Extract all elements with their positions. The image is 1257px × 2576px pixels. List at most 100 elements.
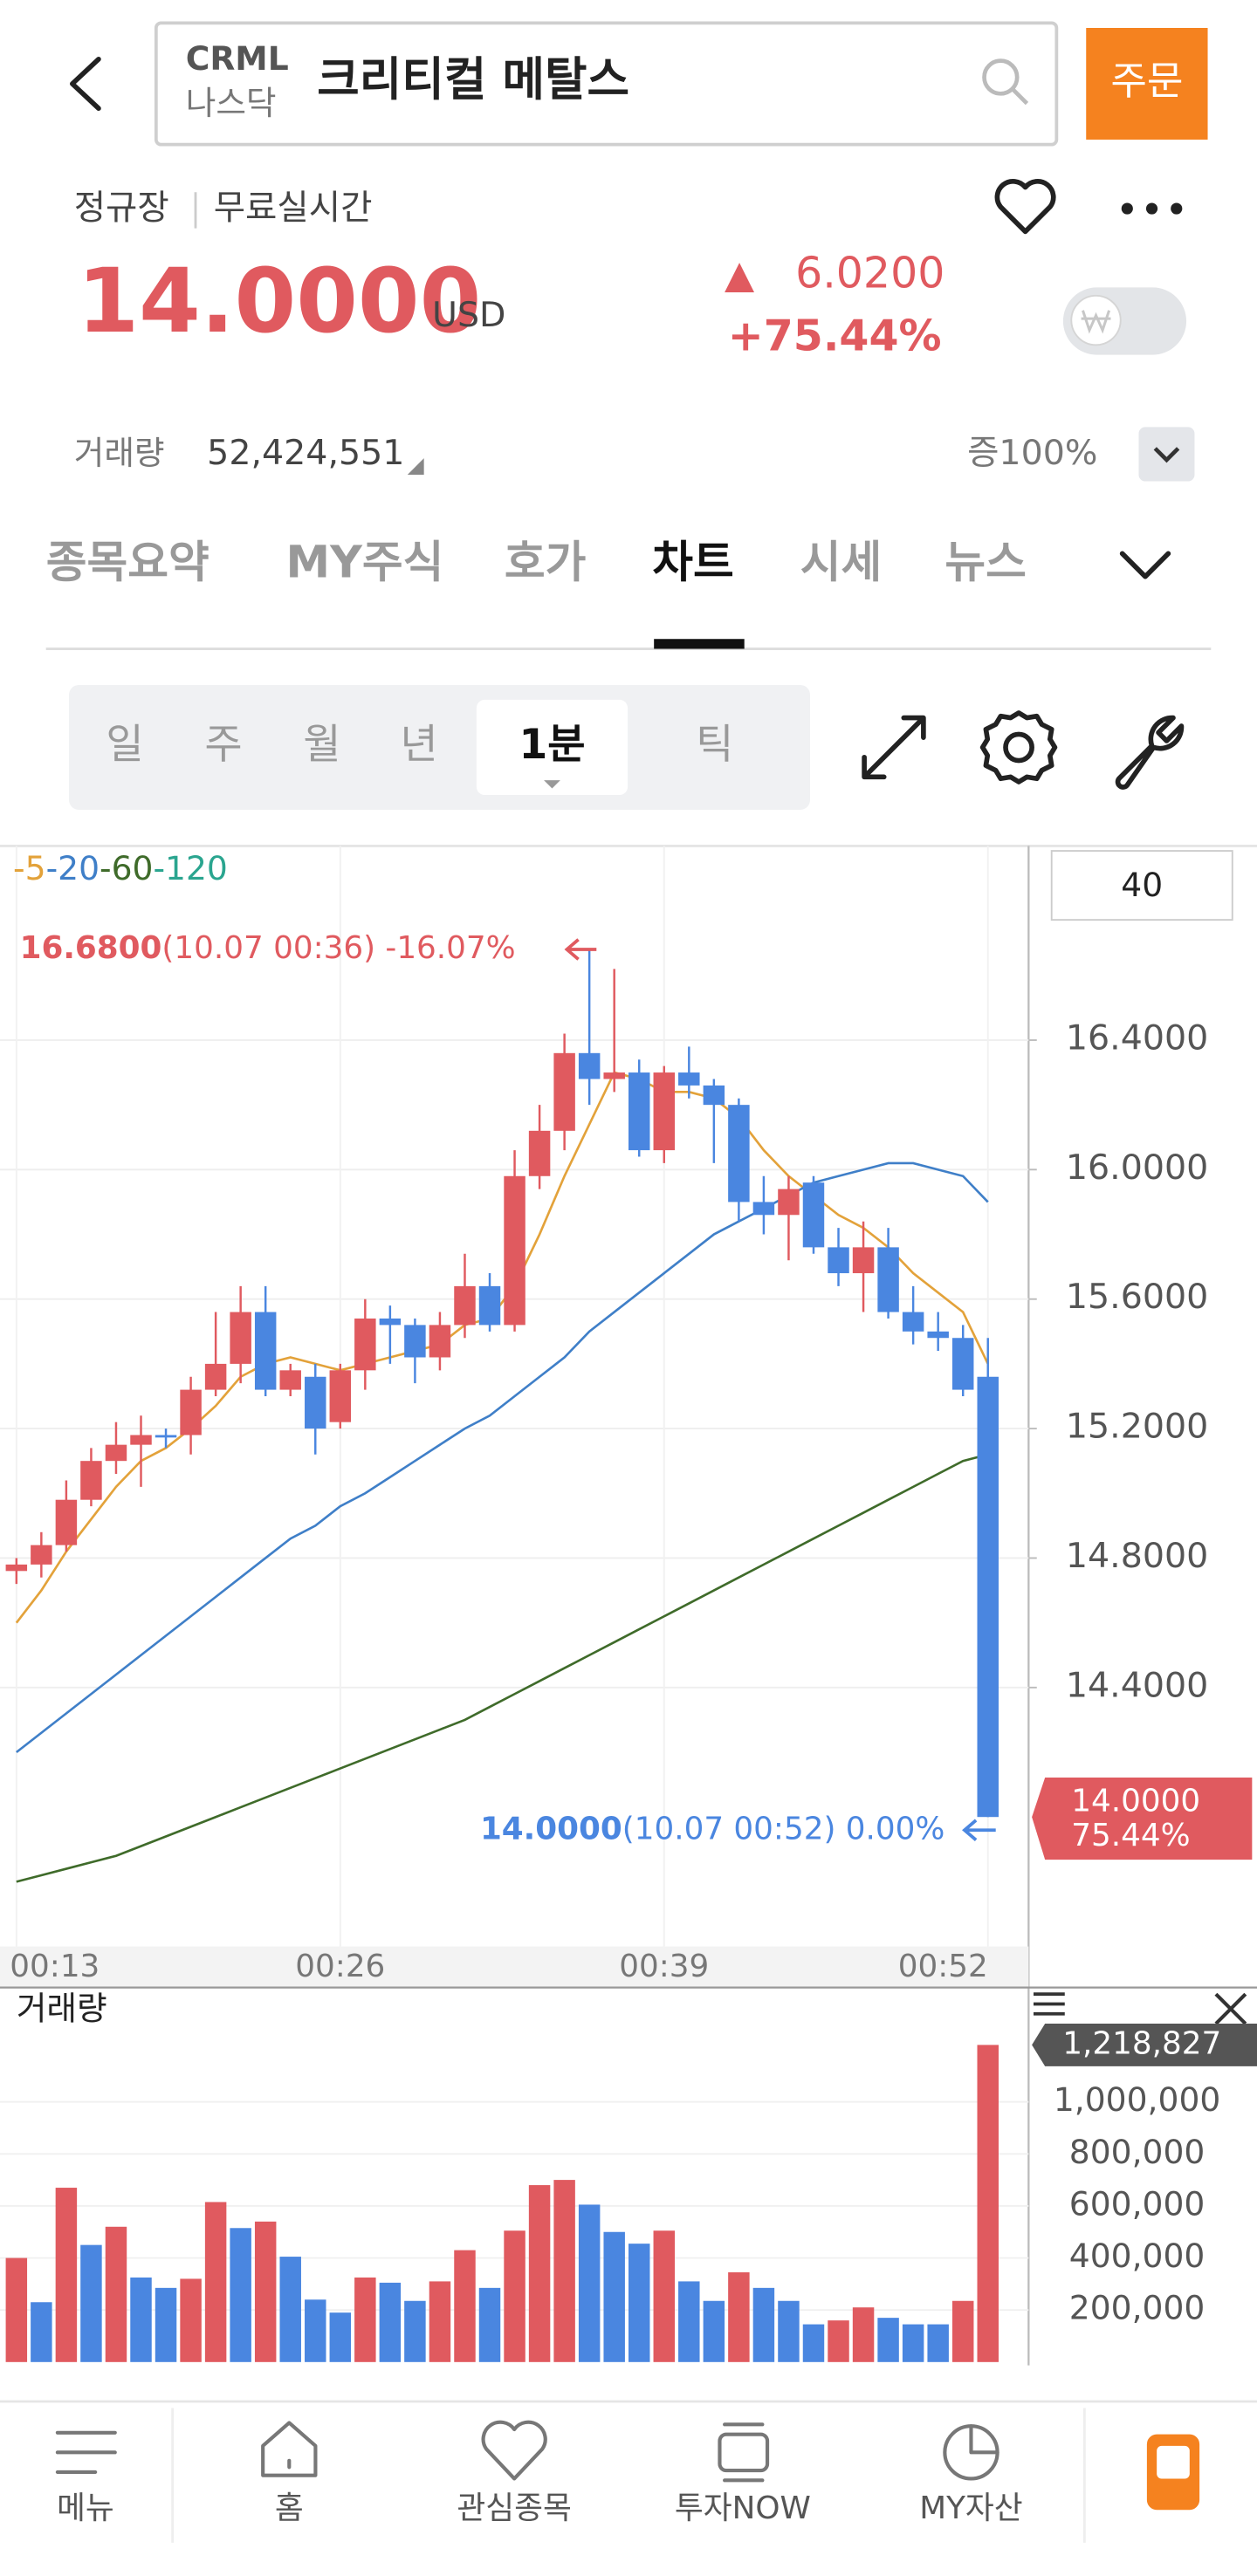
more-button[interactable] (1121, 202, 1183, 215)
volume-menu[interactable] (1034, 1992, 1065, 2016)
nav-label[interactable]: 투자NOW (675, 2490, 811, 2526)
candle-body (254, 1312, 277, 1390)
volume-bar (578, 2204, 601, 2362)
last-price: 14.0000 (480, 1811, 622, 1846)
change-pct: +75.44% (728, 311, 942, 360)
toggle-knob[interactable] (1070, 294, 1122, 346)
nav-label[interactable]: 홈 (275, 2490, 304, 2526)
volume-bar (155, 2287, 177, 2362)
period-tab[interactable]: 1분 (519, 721, 585, 769)
candle-body (852, 1247, 875, 1274)
candle-body (728, 1105, 750, 1202)
back-button[interactable] (70, 56, 101, 112)
search-box[interactable] (154, 21, 1059, 147)
volume-close[interactable] (1214, 1992, 1247, 2025)
time-axis-band (0, 1946, 1029, 1988)
candle-body (329, 1370, 352, 1422)
candle-body (828, 1247, 849, 1274)
max-arrow (564, 938, 597, 961)
candle-body (429, 1325, 451, 1358)
candle-body (951, 1338, 974, 1390)
fullscreen-button[interactable] (862, 715, 926, 780)
badge-text: 14.0000 (1071, 1783, 1200, 1819)
nav-label[interactable]: 관심종목 (457, 2490, 572, 2526)
visible-count-box[interactable] (1050, 850, 1233, 921)
last-arrow (962, 1819, 996, 1842)
volume-bar (130, 2277, 152, 2362)
tab[interactable]: 종목요약 (46, 537, 210, 588)
up-arrow (725, 263, 754, 293)
moving-average-line (15, 1071, 989, 1624)
x-tick-label: 00:13 (10, 1949, 100, 1984)
search-icon[interactable] (982, 58, 1029, 106)
period-tab[interactable]: 주 (204, 721, 242, 769)
nav-label[interactable]: MY자산 (919, 2490, 1022, 2526)
period-tab[interactable]: 년 (400, 721, 437, 769)
order-button[interactable] (1086, 28, 1208, 140)
candle-body (603, 1072, 625, 1079)
last-detail: (10.07 00:52) 0.00% (622, 1811, 945, 1846)
volume-bar (703, 2300, 725, 2362)
nav-label[interactable]: 메뉴 (57, 2490, 114, 2526)
legend-entry: -60 (100, 849, 153, 887)
volume-bar (877, 2318, 899, 2362)
stock-name: 크리티컬 메탈스 (317, 53, 629, 106)
tabs-more[interactable] (1119, 551, 1171, 579)
expand-quote[interactable] (1138, 427, 1195, 482)
home-icon[interactable] (261, 2421, 318, 2477)
symbol: CRML (186, 39, 289, 78)
volume-bar (478, 2287, 501, 2362)
volume-badge (1032, 2023, 1257, 2066)
candle-body (354, 1318, 376, 1371)
feed: 무료실시간 (214, 188, 373, 228)
volume-bar (55, 2188, 78, 2362)
chevron (1153, 447, 1180, 463)
period-tab[interactable]: 틱 (696, 721, 733, 769)
volume-bar (603, 2231, 625, 2362)
volume-bar (728, 2271, 750, 2362)
candle-body (678, 1072, 700, 1086)
candle-body (504, 1175, 525, 1326)
candle-body (802, 1182, 825, 1248)
watchlist-icon[interactable] (481, 2420, 547, 2481)
candle-body (902, 1312, 924, 1332)
volume-bar (528, 2185, 551, 2362)
y-tick-label: 16.0000 (1066, 1148, 1208, 1188)
max-detail: (10.07 00:36) -16.07% (161, 930, 515, 966)
x-tick-label: 00:26 (295, 1949, 385, 1984)
menu-icon[interactable] (55, 2430, 117, 2475)
candle-body (130, 1435, 152, 1445)
period-tab[interactable]: 월 (303, 721, 340, 769)
tab[interactable]: 뉴스 (944, 537, 1027, 588)
candle-body (404, 1325, 426, 1358)
volume-bar (927, 2324, 949, 2362)
period-tab[interactable]: 일 (106, 721, 143, 769)
candle-body (578, 1052, 601, 1079)
order-label[interactable]: 주문 (1110, 58, 1183, 104)
candle-body (454, 1285, 476, 1326)
tab[interactable]: 호가 (505, 537, 587, 588)
volume-bar (802, 2324, 825, 2362)
x-tick-label: 00:52 (898, 1949, 988, 1984)
moving-average-line (16, 1453, 989, 1883)
favorite-button[interactable] (994, 178, 1056, 235)
volume-bar (329, 2312, 352, 2362)
candle-body (204, 1363, 227, 1390)
settings-button[interactable] (979, 710, 1058, 784)
volume-bar (902, 2324, 924, 2362)
volume-bar (180, 2278, 202, 2362)
tab[interactable]: 차트 (652, 537, 734, 588)
volume-bar (354, 2277, 376, 2362)
candle-body (628, 1072, 650, 1151)
tab[interactable]: MY주식 (286, 537, 444, 588)
y-tick-label: 800,000 (1069, 2133, 1205, 2171)
volume: 52,424,551 (207, 433, 404, 473)
legend-entry: -5 (13, 849, 46, 887)
tools-button[interactable] (1115, 715, 1185, 790)
tab[interactable]: 시세 (800, 537, 883, 588)
moving-average-line (16, 1161, 989, 1754)
assets-icon[interactable] (943, 2424, 999, 2481)
invest-now-icon[interactable] (718, 2422, 770, 2483)
